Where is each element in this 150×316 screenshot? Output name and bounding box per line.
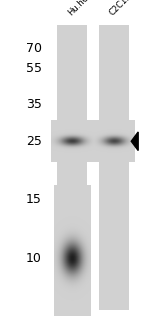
Text: 10: 10 — [26, 252, 42, 265]
Text: 70: 70 — [26, 42, 42, 56]
Text: C2C12: C2C12 — [108, 0, 134, 17]
Polygon shape — [131, 132, 138, 150]
Text: Hu.heart: Hu.heart — [66, 0, 98, 17]
Bar — [99, 25, 129, 310]
Text: 15: 15 — [26, 193, 42, 206]
Text: 35: 35 — [26, 98, 42, 112]
Text: 55: 55 — [26, 62, 42, 76]
Bar — [57, 25, 87, 310]
Text: 25: 25 — [26, 135, 42, 148]
